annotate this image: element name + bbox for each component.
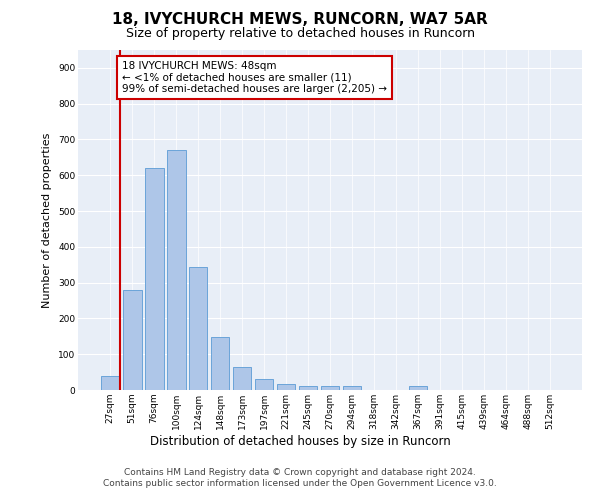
Text: 18 IVYCHURCH MEWS: 48sqm
← <1% of detached houses are smaller (11)
99% of semi-d: 18 IVYCHURCH MEWS: 48sqm ← <1% of detach… — [122, 60, 387, 94]
Bar — [320, 386, 340, 390]
Text: 18, IVYCHURCH MEWS, RUNCORN, WA7 5AR: 18, IVYCHURCH MEWS, RUNCORN, WA7 5AR — [112, 12, 488, 28]
Y-axis label: Number of detached properties: Number of detached properties — [43, 132, 52, 308]
Bar — [343, 386, 361, 390]
Bar — [123, 290, 142, 390]
Bar — [101, 376, 119, 390]
Bar — [299, 386, 317, 390]
Text: Size of property relative to detached houses in Runcorn: Size of property relative to detached ho… — [125, 28, 475, 40]
Bar — [189, 266, 208, 390]
Bar — [255, 378, 274, 390]
Text: Contains HM Land Registry data © Crown copyright and database right 2024.
Contai: Contains HM Land Registry data © Crown c… — [103, 468, 497, 487]
Bar — [409, 386, 427, 390]
Bar — [233, 366, 251, 390]
Bar — [167, 150, 185, 390]
Bar — [211, 338, 229, 390]
Bar — [277, 384, 295, 390]
Text: Distribution of detached houses by size in Runcorn: Distribution of detached houses by size … — [149, 435, 451, 448]
Bar — [145, 168, 164, 390]
